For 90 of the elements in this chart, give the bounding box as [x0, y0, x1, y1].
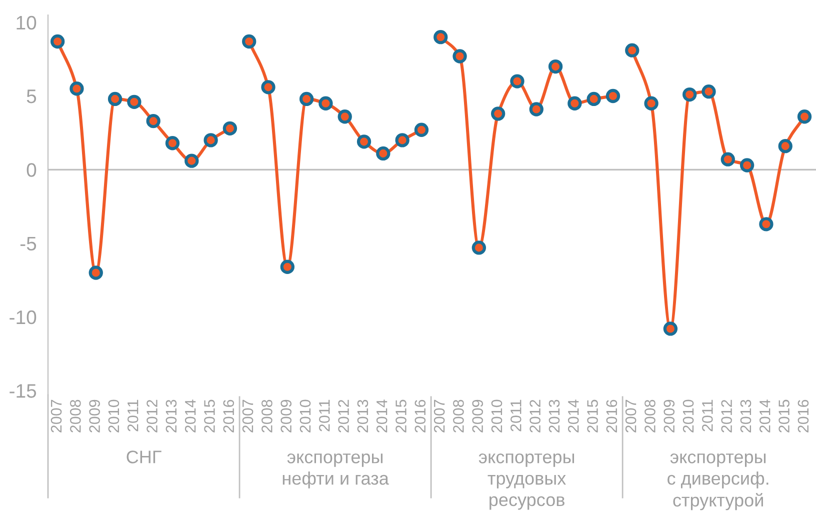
point [165, 136, 180, 150]
x-tick-label: 2011 [318, 400, 330, 432]
point [720, 152, 735, 166]
point [184, 154, 199, 168]
point [338, 110, 352, 124]
point [529, 102, 544, 116]
x-tick-label: 2008 [453, 400, 464, 432]
point [395, 133, 410, 148]
x-tick-label: 2010 [300, 400, 311, 432]
point [606, 88, 620, 104]
y-tick-label: -15 [10, 384, 36, 398]
x-tick-label: 2013 [357, 400, 368, 432]
point [548, 59, 563, 74]
x-tick-label: 2007 [242, 400, 254, 432]
point [740, 158, 754, 172]
point [452, 49, 467, 64]
text: экспортеры нефти и газа [282, 453, 389, 488]
point [376, 146, 390, 161]
point [50, 34, 65, 49]
x-tick-label: 2014 [184, 400, 196, 432]
point [414, 122, 429, 137]
point [778, 139, 792, 154]
x-tick-label: 2010 [491, 400, 502, 432]
text: экспортеры трудовых ресурсов [478, 453, 574, 510]
y-tick-label: -10 [10, 310, 36, 324]
point [759, 217, 774, 232]
point [644, 96, 658, 110]
x-tick-label: 2014 [759, 400, 770, 432]
x-tick-label: 2008 [644, 400, 656, 432]
x-tick-label: 2008 [70, 400, 81, 432]
x-tick-label: 2016 [223, 400, 234, 432]
x-tick-label: 2013 [740, 400, 752, 432]
x-tick-label: 2010 [682, 400, 694, 432]
x-tick-label: 2016 [606, 400, 618, 432]
x-tick-label: 2009 [280, 400, 292, 432]
point [663, 322, 678, 336]
x-tick-label: 2011 [127, 400, 138, 432]
x-tick-label: 2010 [108, 400, 120, 432]
x-tick-label: 2015 [204, 400, 215, 432]
point [472, 240, 486, 255]
x-tick-label: 2011 [510, 400, 522, 432]
point [108, 92, 122, 106]
point [88, 266, 103, 280]
point [204, 133, 218, 148]
x-tick-label: 2011 [702, 400, 713, 432]
y-tick-label: -5 [20, 236, 36, 251]
point [299, 92, 314, 106]
x-tick-label: 2008 [262, 400, 272, 432]
point [702, 84, 716, 99]
point [280, 260, 294, 274]
x-tick-label: 2012 [721, 400, 732, 432]
x-tick-label: 2014 [376, 400, 388, 432]
point [490, 106, 506, 121]
text: СНГ [126, 450, 162, 464]
point [261, 80, 276, 94]
point [318, 96, 333, 110]
y-tick-label: 10 [16, 16, 36, 30]
point [434, 30, 448, 44]
x-tick-label: 2013 [166, 400, 177, 432]
point [568, 96, 582, 110]
x-tick-label: 2007 [434, 400, 445, 432]
x-tick-label: 2013 [548, 400, 560, 432]
x-tick-label: 2012 [530, 400, 540, 432]
x-tick-label: 2014 [568, 400, 579, 432]
x-tick-label: 2009 [472, 400, 484, 432]
x-tick-label: 2015 [778, 400, 790, 432]
x-tick-label: 2015 [396, 400, 406, 432]
text: экспортеры с диверсиф. структурой [668, 453, 768, 510]
point [625, 43, 640, 58]
point [356, 134, 372, 149]
x-tick-label: 2016 [414, 400, 426, 432]
x-tick-label: 2016 [798, 400, 809, 432]
point [586, 92, 601, 106]
point [510, 74, 524, 88]
x-tick-label: 2009 [89, 400, 100, 432]
point [146, 114, 160, 128]
point [127, 94, 142, 109]
x-tick-label: 2015 [587, 400, 598, 432]
point [682, 87, 697, 102]
x-tick-label: 2009 [664, 400, 675, 432]
y-tick-label: 5 [26, 90, 36, 104]
x-tick-label: 2012 [338, 400, 349, 432]
point [70, 82, 84, 96]
x-tick-label: 2007 [625, 400, 636, 432]
point [222, 121, 238, 136]
point [797, 110, 812, 124]
point [242, 34, 256, 49]
y-tick-label: 0 [26, 163, 36, 177]
x-tick-label: 2012 [146, 400, 158, 432]
x-tick-label: 2007 [50, 400, 62, 432]
